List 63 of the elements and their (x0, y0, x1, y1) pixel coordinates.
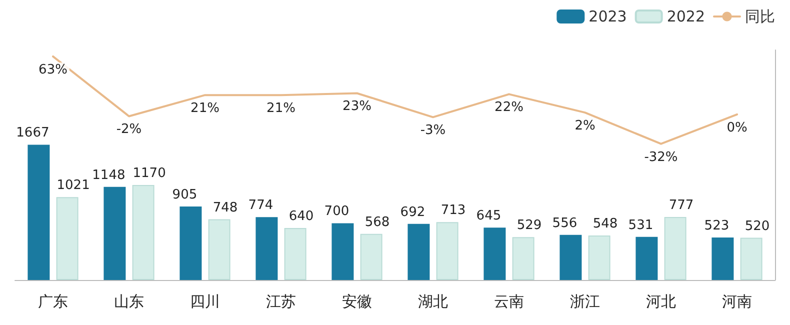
data-label: -3% (420, 123, 446, 138)
bar (408, 224, 430, 280)
bar (588, 236, 610, 280)
bar (56, 197, 78, 280)
data-label: 568 (364, 214, 390, 230)
data-label: 1170 (132, 166, 166, 182)
data-label: 22% (494, 100, 524, 116)
bar (436, 222, 458, 280)
bar (104, 186, 126, 280)
x-tick-label: 四川 (190, 292, 220, 310)
data-label: 1148 (92, 168, 126, 183)
x-tick-label: 浙江 (570, 292, 600, 310)
data-label: 21% (190, 101, 220, 116)
data-label: 548 (592, 216, 618, 232)
data-label: 2% (574, 118, 596, 134)
bar (332, 223, 354, 280)
data-label: 531 (628, 218, 654, 233)
legend-label: 同比 (745, 8, 775, 26)
bar (560, 234, 582, 280)
bar (484, 228, 506, 280)
bar (256, 217, 278, 280)
data-label: 23% (342, 99, 372, 114)
bar (740, 238, 762, 280)
data-label: 0% (726, 120, 748, 136)
bar (208, 219, 230, 280)
data-label: -32% (644, 150, 678, 165)
bar (512, 237, 534, 280)
data-label: 774 (248, 198, 274, 214)
bar (360, 234, 382, 280)
data-label: -2% (116, 122, 142, 138)
data-label: 1667 (16, 126, 50, 141)
data-label: 748 (212, 200, 238, 216)
x-tick-label: 河南 (722, 292, 752, 310)
data-label: 640 (288, 209, 314, 224)
legend-label: 2023 (588, 8, 627, 26)
x-tick-label: 山东 (114, 292, 144, 310)
bar (284, 228, 306, 280)
bar (712, 238, 734, 280)
x-tick-label: 广东 (38, 292, 68, 310)
data-label: 523 (704, 218, 730, 234)
data-label: 520 (744, 218, 770, 234)
bar (132, 185, 154, 280)
x-tick-label: 安徽 (342, 292, 372, 310)
data-label: 700 (324, 204, 350, 220)
x-tick-label: 河北 (646, 292, 676, 310)
legend-label: 2022 (666, 8, 706, 26)
bar (28, 144, 50, 280)
bar (664, 216, 686, 280)
data-label: 713 (440, 203, 466, 218)
x-tick-label: 云南 (494, 292, 524, 310)
data-label: 63% (38, 62, 68, 78)
bar (180, 206, 202, 280)
x-tick-label: 江苏 (266, 292, 296, 310)
data-label: 645 (476, 208, 502, 224)
data-label: 777 (668, 198, 694, 213)
data-label: 905 (172, 188, 198, 203)
x-tick-label: 湖北 (418, 292, 448, 310)
data-label: 529 (516, 218, 542, 234)
data-label: 21% (266, 101, 296, 116)
data-label: 1021 (56, 178, 90, 194)
data-label: 556 (552, 216, 578, 231)
bar (636, 236, 658, 280)
data-label: 692 (400, 204, 426, 220)
